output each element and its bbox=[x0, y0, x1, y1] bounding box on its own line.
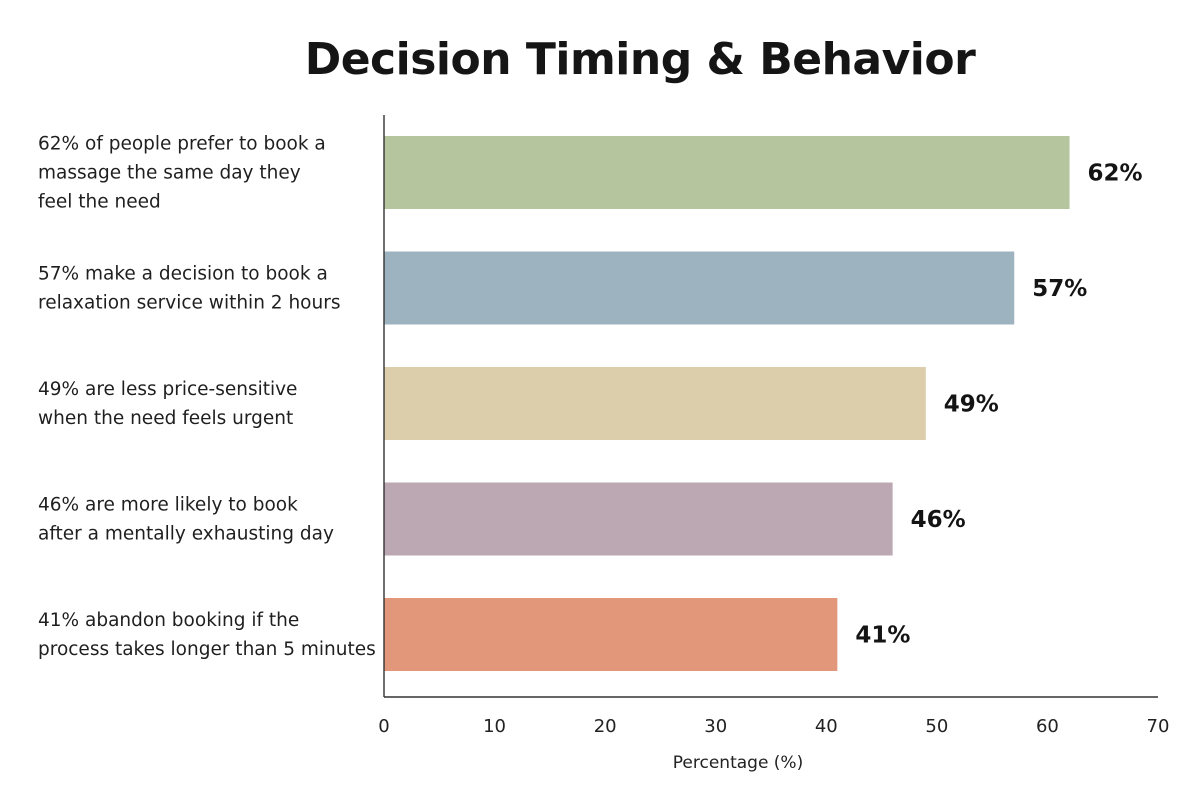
x-axis-title: Percentage (%) bbox=[673, 753, 803, 773]
x-tick-label-40: 40 bbox=[815, 716, 838, 737]
value-label-4: 46% bbox=[911, 507, 966, 533]
x-tick-labels-layer: 0 10 20 30 40 50 60 70 bbox=[378, 716, 1169, 737]
x-tick-label-30: 30 bbox=[704, 716, 727, 737]
category-label-line: 46% are more likely to book bbox=[38, 495, 298, 516]
category-label-2: 57% make a decision to book a relaxation … bbox=[38, 264, 340, 314]
value-label-5: 41% bbox=[855, 623, 910, 649]
bars-layer bbox=[384, 136, 1070, 671]
category-label-line: 49% are less price-sensitive bbox=[38, 379, 297, 400]
category-label-line: after a mentally exhausting day bbox=[38, 524, 334, 545]
category-label-line: when the need feels urgent bbox=[38, 408, 293, 429]
category-label-line: 57% make a decision to book a bbox=[38, 264, 328, 285]
chart-title: Decision Timing & Behavior bbox=[304, 34, 976, 85]
category-label-1: 62% of people prefer to book a massage th… bbox=[38, 134, 326, 213]
category-labels-layer: 62% of people prefer to book a massage th… bbox=[38, 134, 376, 661]
category-label-5: 41% abandon booking if the process takes … bbox=[38, 610, 376, 660]
value-labels-layer: 62% 57% 49% 46% 41% bbox=[855, 161, 1142, 649]
category-label-4: 46% are more likely to book after a menta… bbox=[38, 495, 334, 545]
value-label-3: 49% bbox=[944, 392, 999, 418]
bar-5 bbox=[384, 598, 838, 671]
category-label-line: 41% abandon booking if the bbox=[38, 610, 299, 631]
bar-4 bbox=[384, 482, 893, 556]
bar-3 bbox=[384, 367, 926, 440]
category-label-line: massage the same day they bbox=[38, 163, 301, 184]
x-tick-label-60: 60 bbox=[1036, 716, 1059, 737]
category-label-line: process takes longer than 5 minutes bbox=[38, 639, 376, 660]
x-tick-label-0: 0 bbox=[378, 716, 389, 737]
bar-1 bbox=[384, 136, 1070, 209]
x-tick-label-70: 70 bbox=[1147, 716, 1170, 737]
bar-2 bbox=[384, 251, 1015, 325]
x-tick-label-50: 50 bbox=[925, 716, 948, 737]
category-label-line: feel the need bbox=[38, 192, 161, 213]
category-label-line: 62% of people prefer to book a bbox=[38, 134, 326, 155]
category-label-3: 49% are less price-sensitive when the nee… bbox=[38, 379, 297, 429]
value-label-2: 57% bbox=[1032, 276, 1087, 302]
category-label-line: relaxation service within 2 hours bbox=[38, 293, 340, 314]
value-label-1: 62% bbox=[1088, 161, 1143, 187]
x-tick-label-10: 10 bbox=[483, 716, 506, 737]
x-tick-label-20: 20 bbox=[594, 716, 617, 737]
